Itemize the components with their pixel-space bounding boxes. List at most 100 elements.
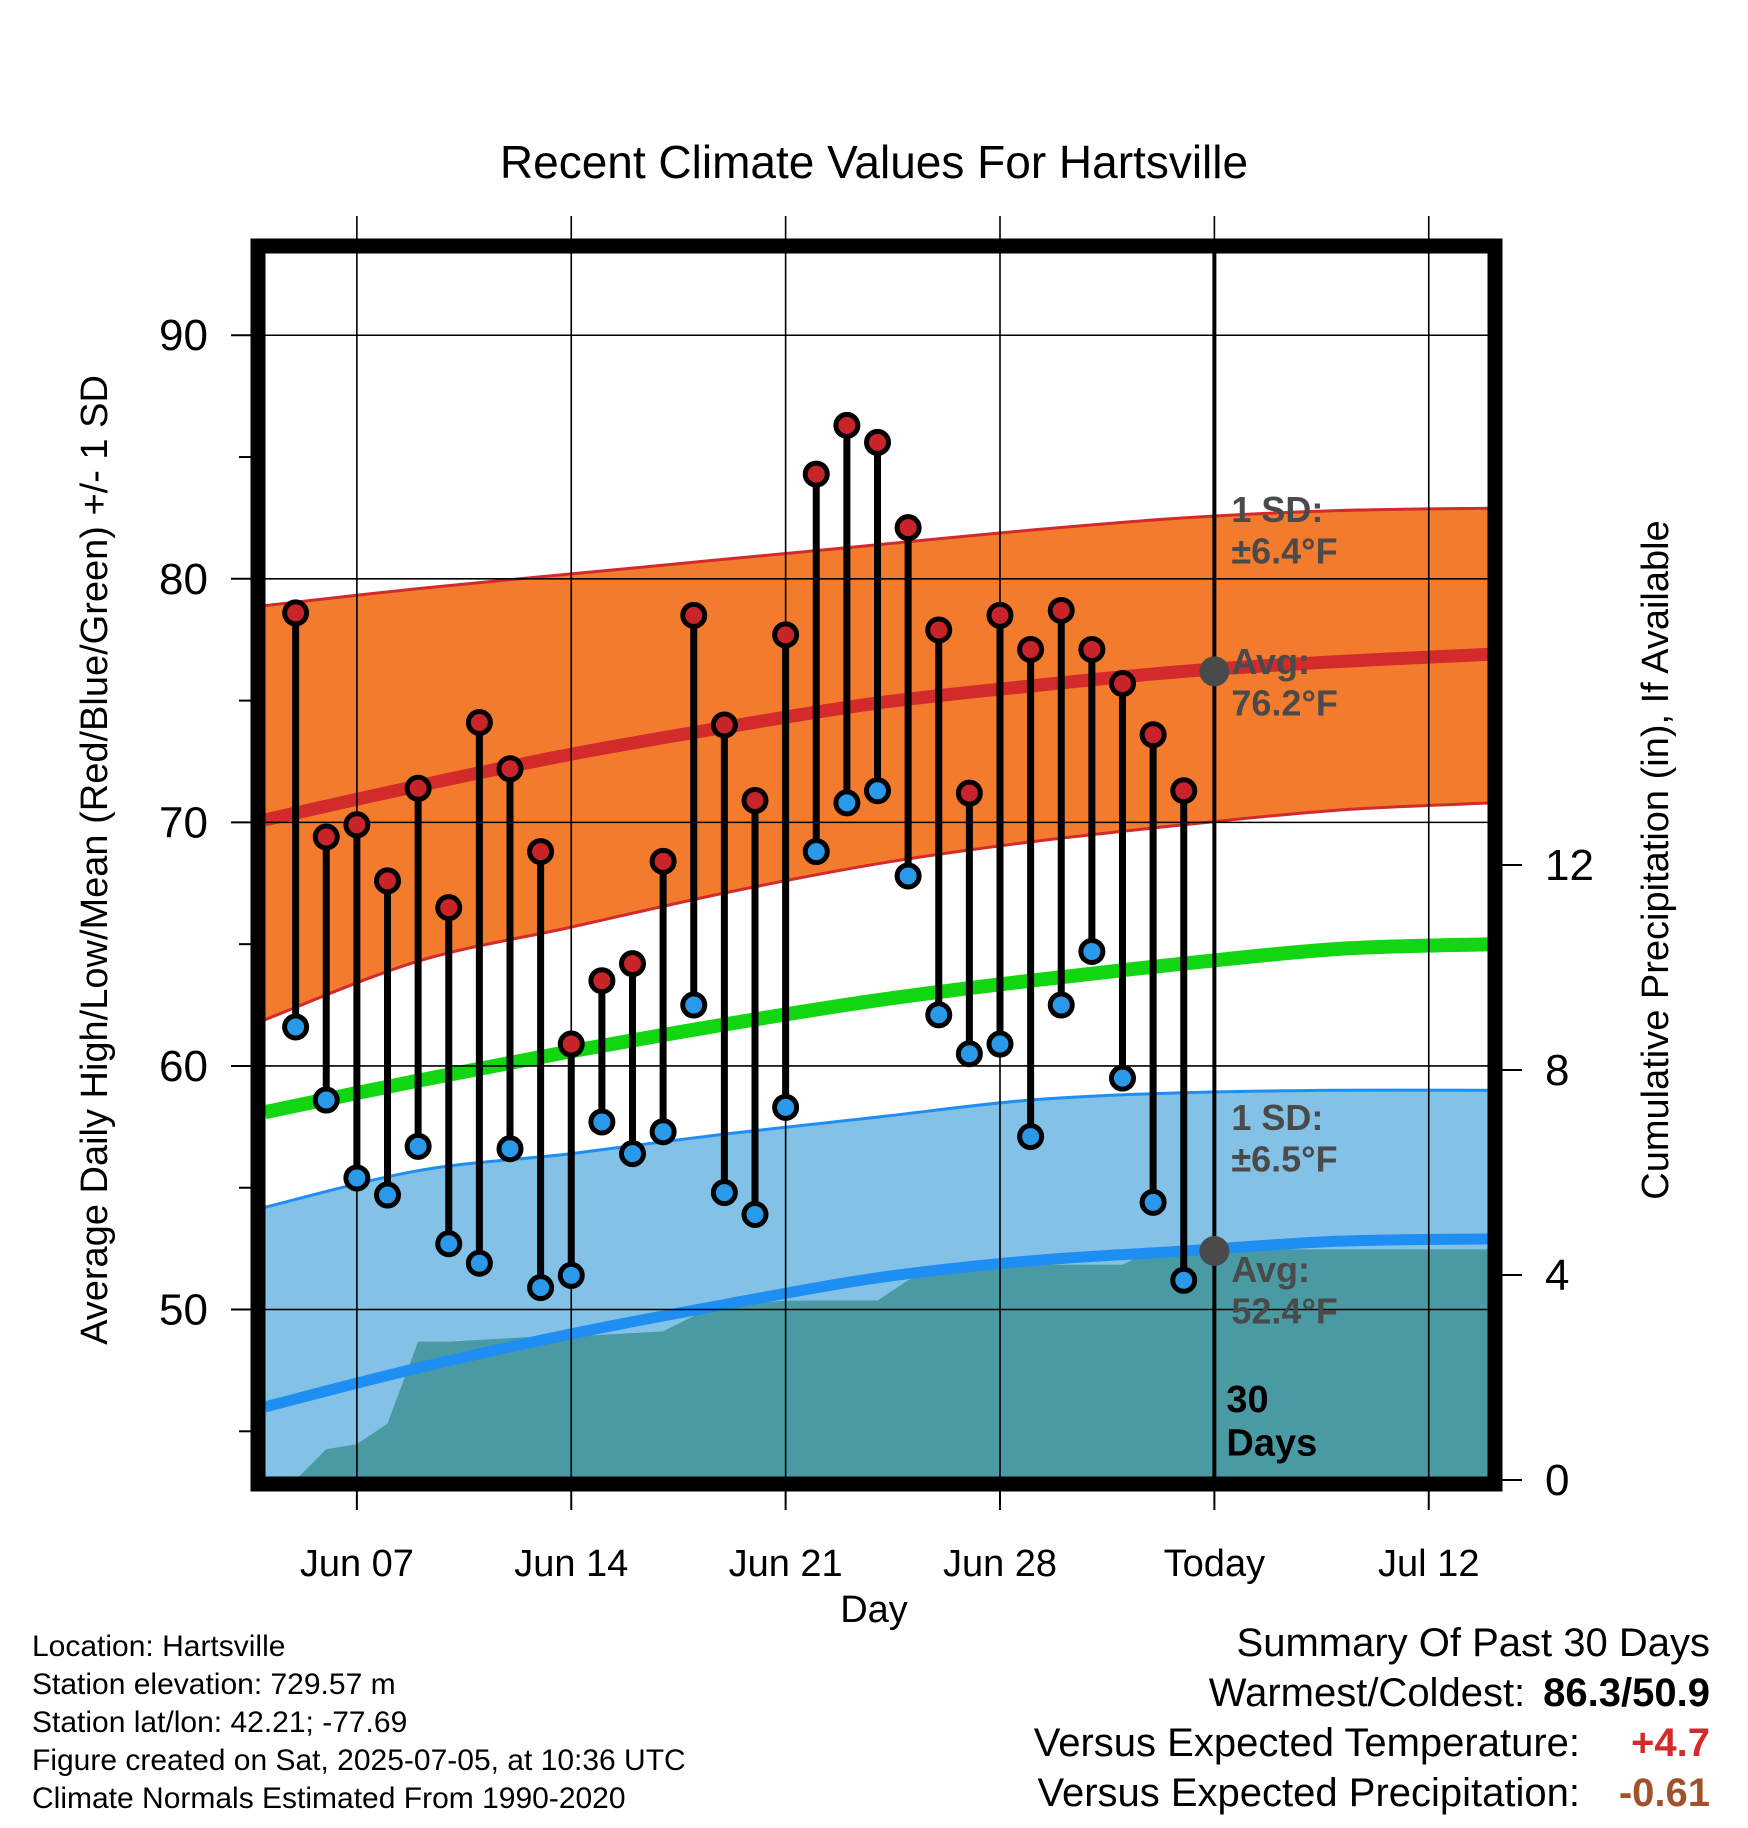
low-dot xyxy=(588,1108,616,1136)
today-low-avg-marker xyxy=(1199,1236,1230,1267)
high-dot xyxy=(465,709,493,737)
high-dot xyxy=(710,711,738,739)
low-dot xyxy=(312,1086,340,1114)
high-dot xyxy=(282,599,310,627)
temp-value: +4.7 xyxy=(1631,1721,1710,1765)
low-dot xyxy=(465,1249,493,1277)
precip-area xyxy=(295,1249,1490,1480)
high-dot xyxy=(1047,596,1075,624)
y-tick-label: 80 xyxy=(159,555,208,604)
y-axis-label-left: Average Daily High/Low/Mean (Red/Blue/Gr… xyxy=(74,375,116,1345)
high-dot xyxy=(864,428,891,456)
low-dot xyxy=(802,838,830,866)
low-sd-annotation: 1 SD: ±6.5°F xyxy=(1231,1097,1337,1179)
low-dot xyxy=(1109,1064,1136,1092)
low-dot xyxy=(955,1040,983,1068)
summary-panel: Summary Of Past 30 Days Warmest/Coldest:… xyxy=(1034,1618,1710,1818)
x-tick-label: Jun 07 xyxy=(300,1543,414,1585)
temp-label: Versus Expected Temperature: xyxy=(1033,1721,1580,1765)
low-sd-upper-line xyxy=(265,1088,1490,1209)
low-dot xyxy=(864,777,891,805)
high-dot xyxy=(312,823,340,851)
low-dot xyxy=(557,1261,585,1289)
low-dot xyxy=(772,1093,800,1121)
high-dot xyxy=(894,514,922,542)
y-right-tick-label: 0 xyxy=(1545,1456,1569,1505)
low-dot xyxy=(374,1181,401,1209)
y-right-tick-label: 4 xyxy=(1545,1251,1569,1300)
low-dot xyxy=(741,1201,769,1229)
high-dot xyxy=(343,811,371,839)
y-right-tick-label: 8 xyxy=(1545,1046,1569,1095)
high-dot xyxy=(772,621,800,649)
info-normals: Climate Normals Estimated From 1990-2020 xyxy=(32,1782,626,1815)
low-dot xyxy=(894,862,922,890)
high-dot xyxy=(649,847,677,875)
x-tick-label: Jun 14 xyxy=(514,1543,628,1585)
x-tick-label: Today xyxy=(1164,1543,1265,1585)
low-dot xyxy=(496,1135,524,1163)
low-dot xyxy=(1170,1266,1198,1294)
low-avg-annotation: Avg: 52.4°F xyxy=(1231,1249,1337,1331)
low-dot xyxy=(710,1179,738,1207)
y-tick-label: 50 xyxy=(159,1286,208,1335)
high-dot xyxy=(955,779,983,807)
low-dot xyxy=(1078,937,1106,965)
high-dot xyxy=(435,894,463,922)
x-tick-label: Jul 12 xyxy=(1378,1543,1479,1585)
high-dot xyxy=(741,786,769,814)
precip-label: Versus Expected Precipitation: xyxy=(1037,1771,1580,1815)
high-dot xyxy=(833,411,861,439)
precip-value: -0.61 xyxy=(1618,1771,1710,1815)
high-dot xyxy=(496,755,524,783)
info-latlon: Station lat/lon: 42.21; -77.69 xyxy=(32,1706,408,1739)
summary-precip: Versus Expected Precipitation: -0.61 xyxy=(1034,1768,1710,1818)
high-dot xyxy=(925,616,953,644)
low-dot xyxy=(1047,991,1075,1019)
avg-mean-line xyxy=(265,937,1490,1120)
low-dot xyxy=(343,1164,371,1192)
info-elevation: Station elevation: 729.57 m xyxy=(32,1668,396,1701)
low-dot xyxy=(404,1132,432,1160)
high-dot xyxy=(1109,670,1136,698)
y-right-tick-label: 12 xyxy=(1545,841,1594,890)
low-dot xyxy=(986,1030,1014,1058)
high-dot xyxy=(619,950,646,978)
low-dot xyxy=(649,1118,677,1146)
high-avg-annotation: Avg: 76.2°F xyxy=(1231,641,1337,723)
high-dot xyxy=(1170,777,1198,805)
station-info: Location: Hartsville Station elevation: … xyxy=(32,1628,686,1818)
low-dot xyxy=(833,789,861,817)
high-dot xyxy=(588,967,616,995)
today-high-avg-marker xyxy=(1199,656,1230,687)
summary-title: Summary Of Past 30 Days xyxy=(1236,1621,1710,1665)
high-dot xyxy=(1078,635,1106,663)
info-location: Location: Hartsville xyxy=(32,1630,286,1663)
high-dot xyxy=(374,867,401,895)
y-tick-label: 90 xyxy=(159,311,208,360)
avg-low-line xyxy=(265,1233,1490,1413)
high-dot xyxy=(557,1030,585,1058)
x-tick-label: Jun 28 xyxy=(943,1543,1057,1585)
low-dot xyxy=(619,1140,646,1168)
summary-warm-cold: Warmest/Coldest: 86.3/50.9 xyxy=(1034,1668,1710,1718)
high-dot xyxy=(802,460,830,488)
info-created: Figure created on Sat, 2025-07-05, at 10… xyxy=(32,1744,686,1777)
low-dot xyxy=(527,1274,555,1302)
low-dot xyxy=(1139,1188,1167,1216)
low-dot xyxy=(1017,1123,1045,1151)
high-sd-annotation: 1 SD: ±6.4°F xyxy=(1231,489,1337,571)
y-axis-label-right: Cumulative Precipitation (in), If Availa… xyxy=(1635,520,1677,1199)
high-dot xyxy=(1017,635,1045,663)
plot-frame xyxy=(250,238,1503,1492)
high-dot xyxy=(404,774,432,802)
low-dot xyxy=(435,1230,463,1258)
period-label: 30 Days xyxy=(1226,1379,1317,1465)
summary-temp: Versus Expected Temperature: +4.7 xyxy=(1034,1718,1710,1768)
high-dot xyxy=(986,601,1014,629)
y-tick-label: 60 xyxy=(159,1042,208,1091)
warm-cold-label: Warmest/Coldest: xyxy=(1208,1671,1526,1715)
low-dot xyxy=(282,1013,310,1041)
high-dot xyxy=(680,601,708,629)
